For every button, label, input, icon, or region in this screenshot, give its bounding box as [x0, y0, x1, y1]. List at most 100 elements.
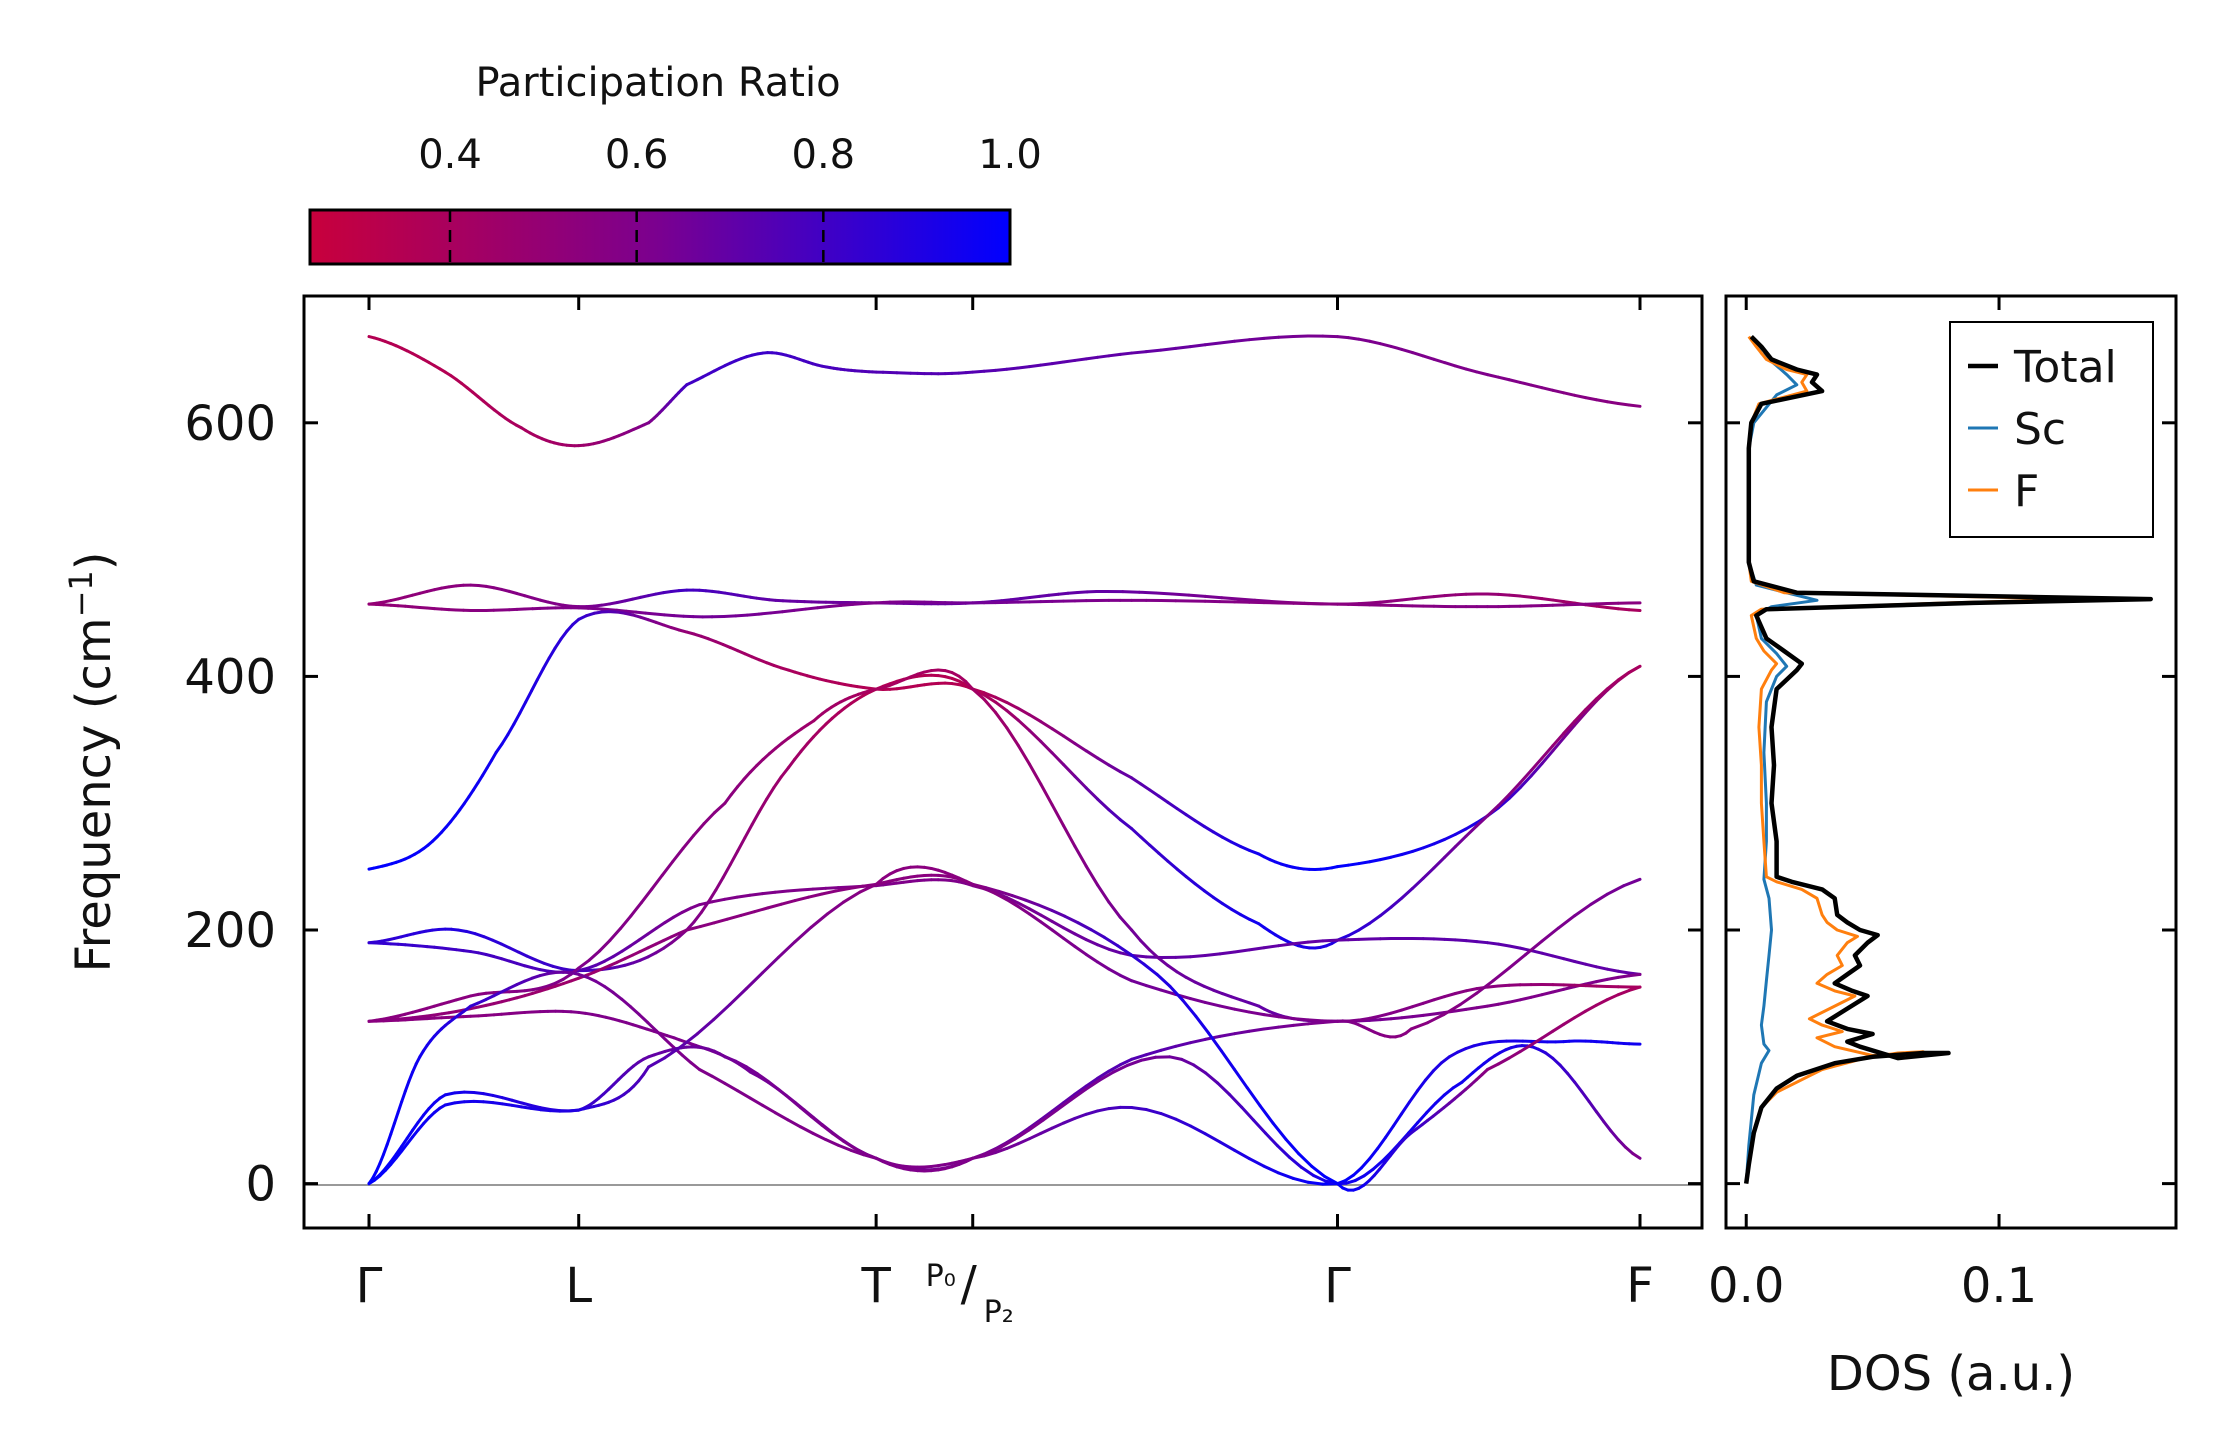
- band-segment: [1623, 1145, 1635, 1155]
- band-segment: [1084, 749, 1100, 760]
- band-segment: [836, 1143, 853, 1152]
- band-segment: [698, 921, 716, 929]
- band-segment: [1126, 1058, 1144, 1067]
- band-segment: [779, 899, 797, 906]
- band-segment: [1378, 599, 1393, 604]
- band-segment: [1594, 398, 1609, 404]
- band-segment: [1389, 344, 1404, 351]
- band-segment: [1148, 843, 1161, 855]
- band-segment: [1383, 1124, 1395, 1140]
- band-segment: [1616, 969, 1631, 975]
- band-segment: [1464, 367, 1479, 374]
- band-segment: [1264, 1131, 1280, 1148]
- band-segment: [1458, 991, 1479, 1007]
- band-segment: [1027, 912, 1043, 924]
- band-segment: [654, 921, 667, 930]
- band-segment: [1464, 1006, 1479, 1011]
- band-segment: [567, 1108, 581, 1113]
- band-segment: [594, 959, 607, 967]
- band-segment: [1050, 727, 1066, 738]
- band-segment: [1144, 348, 1163, 354]
- band-segment: [481, 1100, 495, 1105]
- band-segment: [1050, 908, 1067, 918]
- band-segment: [1442, 1003, 1462, 1016]
- band-segment: [1188, 343, 1207, 349]
- band-segment: [1357, 860, 1372, 866]
- band-segment: [561, 972, 573, 981]
- band-segment: [1605, 606, 1620, 611]
- band-segment: [559, 629, 569, 641]
- legend-items: Total Sc F: [1968, 342, 2117, 517]
- band-segment: [1368, 914, 1382, 925]
- band-segment: [453, 1090, 466, 1095]
- band-segment: [1400, 886, 1414, 900]
- band-segment: [1271, 1121, 1288, 1141]
- band-segment: [1139, 782, 1152, 792]
- band-segment: [874, 877, 885, 886]
- band-segment: [1627, 608, 1642, 612]
- band-band-g: [367, 970, 1642, 1186]
- band-segment: [1066, 591, 1080, 595]
- band-segment: [692, 822, 706, 838]
- band-segment: [1084, 1076, 1100, 1088]
- band-segment: [1453, 834, 1468, 849]
- band-segment: [1443, 361, 1457, 368]
- band-segment: [725, 913, 743, 921]
- band-segment: [805, 735, 815, 746]
- band-segment: [1368, 600, 1382, 605]
- band-segment: [1378, 855, 1393, 862]
- band-segment: [1180, 1057, 1196, 1067]
- band-segment: [1562, 985, 1577, 991]
- band-segment: [1027, 1131, 1043, 1141]
- band-segment: [1353, 1174, 1366, 1183]
- band-segment: [637, 932, 650, 942]
- band-x-axis: Γ L T P₀/P₂ Γ F: [356, 296, 1654, 1330]
- band-segment: [811, 886, 828, 891]
- band-segment: [1291, 940, 1310, 946]
- band-segment: [1540, 386, 1555, 392]
- band-segment: [1551, 598, 1566, 604]
- band-segment: [1062, 358, 1077, 364]
- band-segment: [1507, 998, 1522, 1004]
- band-segment: [748, 1096, 765, 1107]
- band-segment: [1496, 793, 1511, 808]
- band-segment: [1540, 1029, 1555, 1040]
- band-segment: [1096, 1069, 1111, 1080]
- band-segment: [971, 1152, 989, 1160]
- band-segment: [1584, 697, 1598, 712]
- band-segment: [518, 700, 528, 715]
- band-segment: [1453, 827, 1468, 836]
- band-segment: [1188, 1037, 1207, 1045]
- band-segment: [646, 1021, 658, 1033]
- band-segment: [1410, 351, 1425, 358]
- band-segment: [1421, 998, 1436, 1005]
- band-segment: [1069, 1088, 1087, 1102]
- band-segment: [982, 693, 997, 704]
- band-segment: [1050, 1101, 1066, 1113]
- band-segment: [585, 975, 598, 983]
- band-segment: [1367, 1147, 1379, 1161]
- band-segment: [1605, 967, 1620, 973]
- band-segment: [739, 910, 756, 917]
- band-segment: [1453, 592, 1468, 597]
- band-segment: [1027, 1118, 1045, 1132]
- band-segment: [1447, 1050, 1460, 1059]
- band-segment: [851, 601, 866, 606]
- band-segment: [1416, 1111, 1428, 1125]
- band-segment: [1130, 1053, 1148, 1061]
- band-segment: [1062, 824, 1077, 848]
- band-segment: [993, 1146, 1009, 1155]
- band-segment: [1616, 1138, 1627, 1149]
- band-segment: [820, 889, 838, 896]
- band-segment: [999, 598, 1013, 603]
- band-segment: [1248, 917, 1261, 926]
- band-segment: [443, 1101, 457, 1107]
- band-segment: [1518, 1043, 1533, 1054]
- band-segment: [1175, 807, 1188, 817]
- band-y-axis: 0 200 400 600: [184, 396, 1702, 1213]
- band-segment: [1627, 403, 1642, 408]
- dos-x-tick-label: 0.0: [1708, 1258, 1784, 1314]
- band-segment: [1368, 1018, 1382, 1022]
- band-segment: [1453, 1007, 1468, 1013]
- band-segment: [1055, 1098, 1073, 1112]
